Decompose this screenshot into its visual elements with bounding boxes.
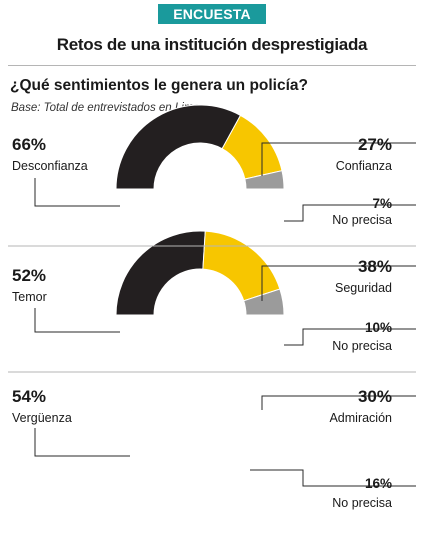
- page-title: Retos de una institución desprestigiada: [56, 35, 368, 54]
- pct-label-desconfianza: 66%: [12, 135, 47, 154]
- donut-slice-trust-1: [115, 104, 242, 189]
- base-note: Base: Total de entrevistados en Lima: [11, 102, 200, 114]
- question-text: ¿Qué sentimientos le genera un policía?: [10, 77, 309, 94]
- category-label-seguridad: Seguridad: [335, 281, 392, 295]
- donut-slice-fear-1: [115, 230, 206, 315]
- pct-label-no-precisa-1: 7%: [372, 196, 392, 211]
- pct-label-seguridad: 38%: [357, 257, 392, 276]
- donut-slice-shame-1: [115, 410, 169, 412]
- donut-slice-fear-3: [243, 288, 285, 315]
- pct-label-admiracion: 30%: [357, 387, 392, 406]
- leader-line: [34, 178, 120, 207]
- leader-line: [261, 395, 416, 410]
- category-label-confianza: Confianza: [335, 159, 392, 173]
- leader-line: [284, 328, 416, 346]
- pct-label-verguenza: 54%: [12, 387, 47, 406]
- leader-line: [34, 428, 130, 457]
- donut-chart-shame: [115, 327, 285, 412]
- donut-chart-trust: [115, 104, 285, 189]
- leader-line: [284, 204, 416, 222]
- donut-slice-trust-3: [244, 170, 285, 189]
- category-label-no-precisa-3: No precisa: [332, 496, 392, 510]
- section-tag: ENCUESTA: [158, 4, 266, 24]
- leader-line: [34, 308, 120, 333]
- pct-label-confianza: 27%: [357, 135, 392, 154]
- donut-chart-fear: [115, 230, 285, 315]
- pct-label-no-precisa-2: 10%: [364, 320, 392, 335]
- category-label-no-precisa-2: No precisa: [332, 339, 392, 353]
- category-label-temor: Temor: [12, 290, 47, 304]
- divider: [8, 65, 416, 66]
- donut-slice-shame-2: [206, 327, 274, 388]
- category-label-admiracion: Admiración: [329, 411, 392, 425]
- leader-line: [261, 265, 416, 301]
- pct-label-no-precisa-3: 16%: [364, 476, 392, 491]
- leader-line: [261, 142, 416, 176]
- pct-label-temor: 52%: [12, 266, 47, 285]
- category-label-verguenza: Vergüenza: [12, 411, 72, 425]
- category-label-desconfianza: Desconfianza: [12, 159, 88, 173]
- leader-line: [250, 469, 416, 487]
- leader-lines: [34, 142, 416, 487]
- category-label-no-precisa-1: No precisa: [332, 213, 392, 227]
